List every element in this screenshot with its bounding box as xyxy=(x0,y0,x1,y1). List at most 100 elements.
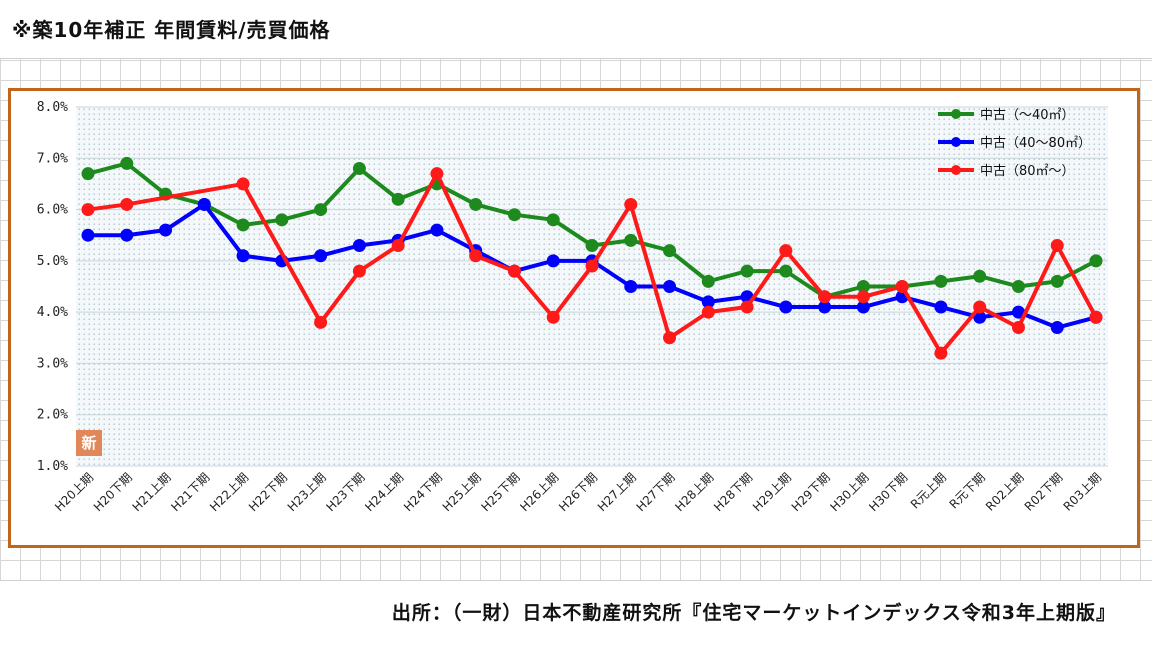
data-point xyxy=(779,264,793,278)
x-tick-label: H30下期 xyxy=(866,470,910,514)
data-point xyxy=(546,310,560,324)
data-point xyxy=(352,162,366,176)
data-point xyxy=(120,156,134,170)
data-point xyxy=(973,269,987,283)
data-point xyxy=(818,290,832,304)
data-point xyxy=(546,254,560,268)
x-tick-label: H20上期 xyxy=(52,470,96,514)
x-tick-label: H28下期 xyxy=(711,470,755,514)
data-point xyxy=(236,249,250,263)
x-tick-label: H22下期 xyxy=(246,470,290,514)
data-point xyxy=(507,264,521,278)
x-tick-label: H23下期 xyxy=(323,470,367,514)
y-tick-label: 6.0% xyxy=(37,203,68,218)
x-tick-label: H23上期 xyxy=(285,470,329,514)
data-point xyxy=(663,280,677,293)
x-tick-label: R元上期 xyxy=(908,470,949,511)
page-title: ※築10年補正 年間賃料/売買価格 xyxy=(12,18,331,42)
y-tick-label: 3.0% xyxy=(37,356,68,371)
data-point xyxy=(1011,321,1025,335)
header-band xyxy=(0,0,1152,59)
data-point xyxy=(430,167,444,181)
data-point xyxy=(856,290,870,304)
data-point xyxy=(81,167,95,181)
x-tick-label: H24上期 xyxy=(362,470,406,514)
x-tick-label: H21下期 xyxy=(168,470,212,514)
x-tick-label: R02下期 xyxy=(1022,470,1066,514)
data-point xyxy=(701,295,715,309)
data-point xyxy=(779,244,793,258)
series-1 xyxy=(81,156,1103,304)
x-tick-label: H25下期 xyxy=(479,470,523,514)
legend-label: 中古（～40㎡） xyxy=(980,108,1075,123)
data-point xyxy=(236,218,250,232)
x-tick-label: H26上期 xyxy=(517,470,561,514)
y-tick-label: 4.0% xyxy=(37,305,68,320)
data-point xyxy=(585,259,599,273)
data-point xyxy=(934,274,948,288)
legend-label: 中古（80㎡～） xyxy=(980,164,1075,179)
x-tick-label: R元下期 xyxy=(947,470,988,511)
y-tick-label: 5.0% xyxy=(37,254,68,269)
data-point xyxy=(740,300,754,314)
data-point xyxy=(973,300,987,314)
data-point xyxy=(973,310,987,324)
data-point xyxy=(159,223,173,237)
data-point xyxy=(701,305,715,319)
x-tick-label: H29上期 xyxy=(750,470,794,514)
data-point xyxy=(546,213,560,227)
data-point xyxy=(934,300,948,314)
x-tick-label: H27下期 xyxy=(634,470,678,514)
x-tick-label: R03上期 xyxy=(1061,470,1105,514)
data-point xyxy=(81,228,95,242)
data-point xyxy=(352,264,366,278)
data-point xyxy=(1011,280,1025,293)
y-tick-label: 7.0% xyxy=(37,151,68,166)
data-point xyxy=(81,203,95,217)
data-point xyxy=(314,249,328,263)
legend-marker xyxy=(951,137,961,147)
legend-label: 中古（40～80㎡） xyxy=(980,136,1091,151)
legend-marker xyxy=(951,165,961,175)
x-tick-label: H28上期 xyxy=(672,470,716,514)
x-tick-label: H24下期 xyxy=(401,470,445,514)
data-point xyxy=(1050,321,1064,335)
data-point xyxy=(779,300,793,314)
x-tick-label: H30上期 xyxy=(827,470,871,514)
x-tick-label: H29下期 xyxy=(789,470,833,514)
series-3 xyxy=(81,167,1103,360)
series-line xyxy=(87,171,1098,356)
y-tick-label: 2.0% xyxy=(37,408,68,423)
data-point xyxy=(1050,274,1064,288)
source-note: 出所：（一財）日本不動産研究所『住宅マーケットインデックス令和3年上期版』 xyxy=(391,602,1116,624)
data-point xyxy=(856,300,870,314)
plot-area-pattern xyxy=(76,107,1108,466)
data-point xyxy=(236,177,250,191)
data-point xyxy=(391,238,405,252)
data-point xyxy=(818,300,832,314)
footer-band xyxy=(0,580,1152,649)
data-point xyxy=(624,280,638,293)
data-point xyxy=(856,280,870,293)
line-chart: 1.0%2.0%3.0%4.0%5.0%6.0%7.0%8.0% H20上期H2… xyxy=(37,100,1108,514)
data-point xyxy=(740,264,754,278)
data-point xyxy=(507,208,521,222)
data-point xyxy=(624,197,638,211)
data-point xyxy=(314,315,328,329)
data-point xyxy=(430,223,444,237)
data-point xyxy=(469,197,483,211)
x-tick-label: H27上期 xyxy=(595,470,639,514)
data-point xyxy=(585,238,599,252)
data-point xyxy=(469,249,483,263)
data-point xyxy=(663,331,677,345)
y-tick-label: 1.0% xyxy=(37,459,68,474)
data-point xyxy=(120,197,134,211)
x-tick-label: H25上期 xyxy=(440,470,484,514)
data-point xyxy=(275,213,289,227)
legend-marker xyxy=(951,109,961,119)
data-point xyxy=(1011,305,1025,319)
x-tick-label: H20下期 xyxy=(91,470,135,514)
data-point xyxy=(1089,310,1103,324)
x-tick-label: R02上期 xyxy=(983,470,1027,514)
data-point xyxy=(391,192,405,206)
